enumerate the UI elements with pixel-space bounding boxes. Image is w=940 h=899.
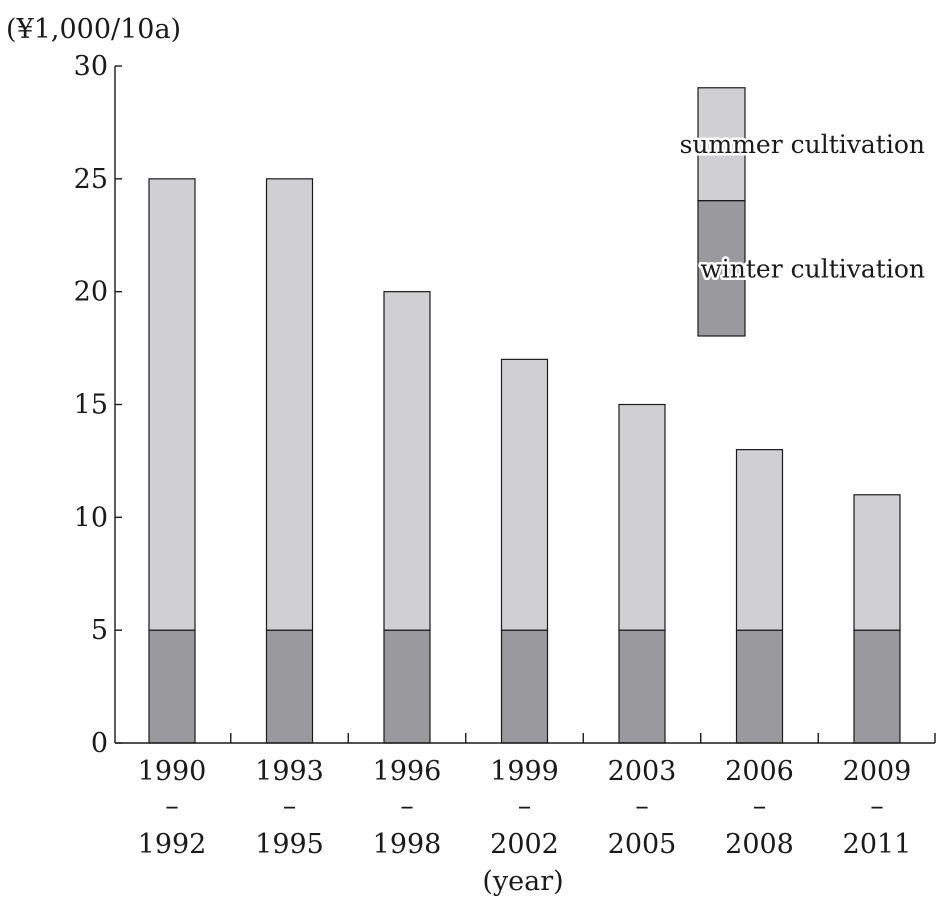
legend-label-winter-cultivation: winter cultivation xyxy=(700,254,925,283)
x-category-label: 2011 xyxy=(843,829,912,860)
bar-segment-summer-cultivation xyxy=(735,449,784,631)
y-axis-unit-label: (¥1,000/10a) xyxy=(6,14,181,45)
bar-segment-summer-cultivation xyxy=(148,178,196,631)
bar-segment-summer-cultivation xyxy=(383,291,431,631)
x-category-label: 2008 xyxy=(725,829,794,860)
bar-segment-summer-cultivation xyxy=(265,178,314,631)
x-category-label: 2003 xyxy=(608,756,677,787)
axes: 0 5 10 15 20 25 30 1990 – 1992 1993 – 1995 1996 – 1998 1… xyxy=(74,51,936,860)
x-category-label: 1995 xyxy=(255,829,324,860)
bar-segment-winter-cultivation xyxy=(735,629,784,744)
y-tick-label: 20 xyxy=(74,277,108,308)
bar-segment-winter-cultivation xyxy=(618,629,666,744)
x-category-label: – xyxy=(635,791,649,822)
bar-segment-winter-cultivation xyxy=(383,629,431,744)
bar-segment-winter-cultivation xyxy=(853,629,901,744)
x-category-label: 2006 xyxy=(725,756,794,787)
x-category-label: 1992 xyxy=(138,829,207,860)
y-tick-label: 25 xyxy=(74,164,108,195)
x-category-label: 2005 xyxy=(608,829,677,860)
x-category-label: – xyxy=(870,791,884,822)
x-category-label: 2002 xyxy=(490,829,559,860)
bar-segment-summer-cultivation xyxy=(853,494,901,631)
legend-swatch-winter-cultivation xyxy=(697,200,746,337)
legend-label-summer-cultivation: summer cultivation xyxy=(680,130,925,159)
x-category-label: – xyxy=(753,791,767,822)
bar-segment-summer-cultivation xyxy=(618,403,666,631)
x-category-label: – xyxy=(165,791,179,822)
y-tick-label: 5 xyxy=(91,615,108,646)
x-axis-label: (year) xyxy=(482,866,563,897)
y-tick-label: 0 xyxy=(91,728,108,759)
x-category-label: – xyxy=(518,791,532,822)
plot-area xyxy=(148,178,901,744)
bar-segment-winter-cultivation xyxy=(265,629,314,744)
y-tick-label: 10 xyxy=(74,502,108,533)
x-category-label: 1998 xyxy=(373,829,442,860)
y-tick-label: 30 xyxy=(74,51,108,82)
x-category-label: 1996 xyxy=(373,756,442,787)
x-category-label: 1990 xyxy=(138,756,207,787)
legend: winter cultivation summer cultivation xyxy=(677,87,928,337)
x-category-label: 1993 xyxy=(255,756,324,787)
bar-segment-winter-cultivation xyxy=(148,629,196,744)
x-category-label: 2009 xyxy=(843,756,912,787)
bar-segment-summer-cultivation xyxy=(500,358,549,631)
bar-segment-winter-cultivation xyxy=(500,629,549,744)
x-category-label: – xyxy=(283,791,297,822)
y-tick-label: 15 xyxy=(74,390,108,421)
legend-swatch-summer-cultivation xyxy=(697,87,746,202)
x-category-label: 1999 xyxy=(490,756,559,787)
x-category-label: – xyxy=(400,791,414,822)
